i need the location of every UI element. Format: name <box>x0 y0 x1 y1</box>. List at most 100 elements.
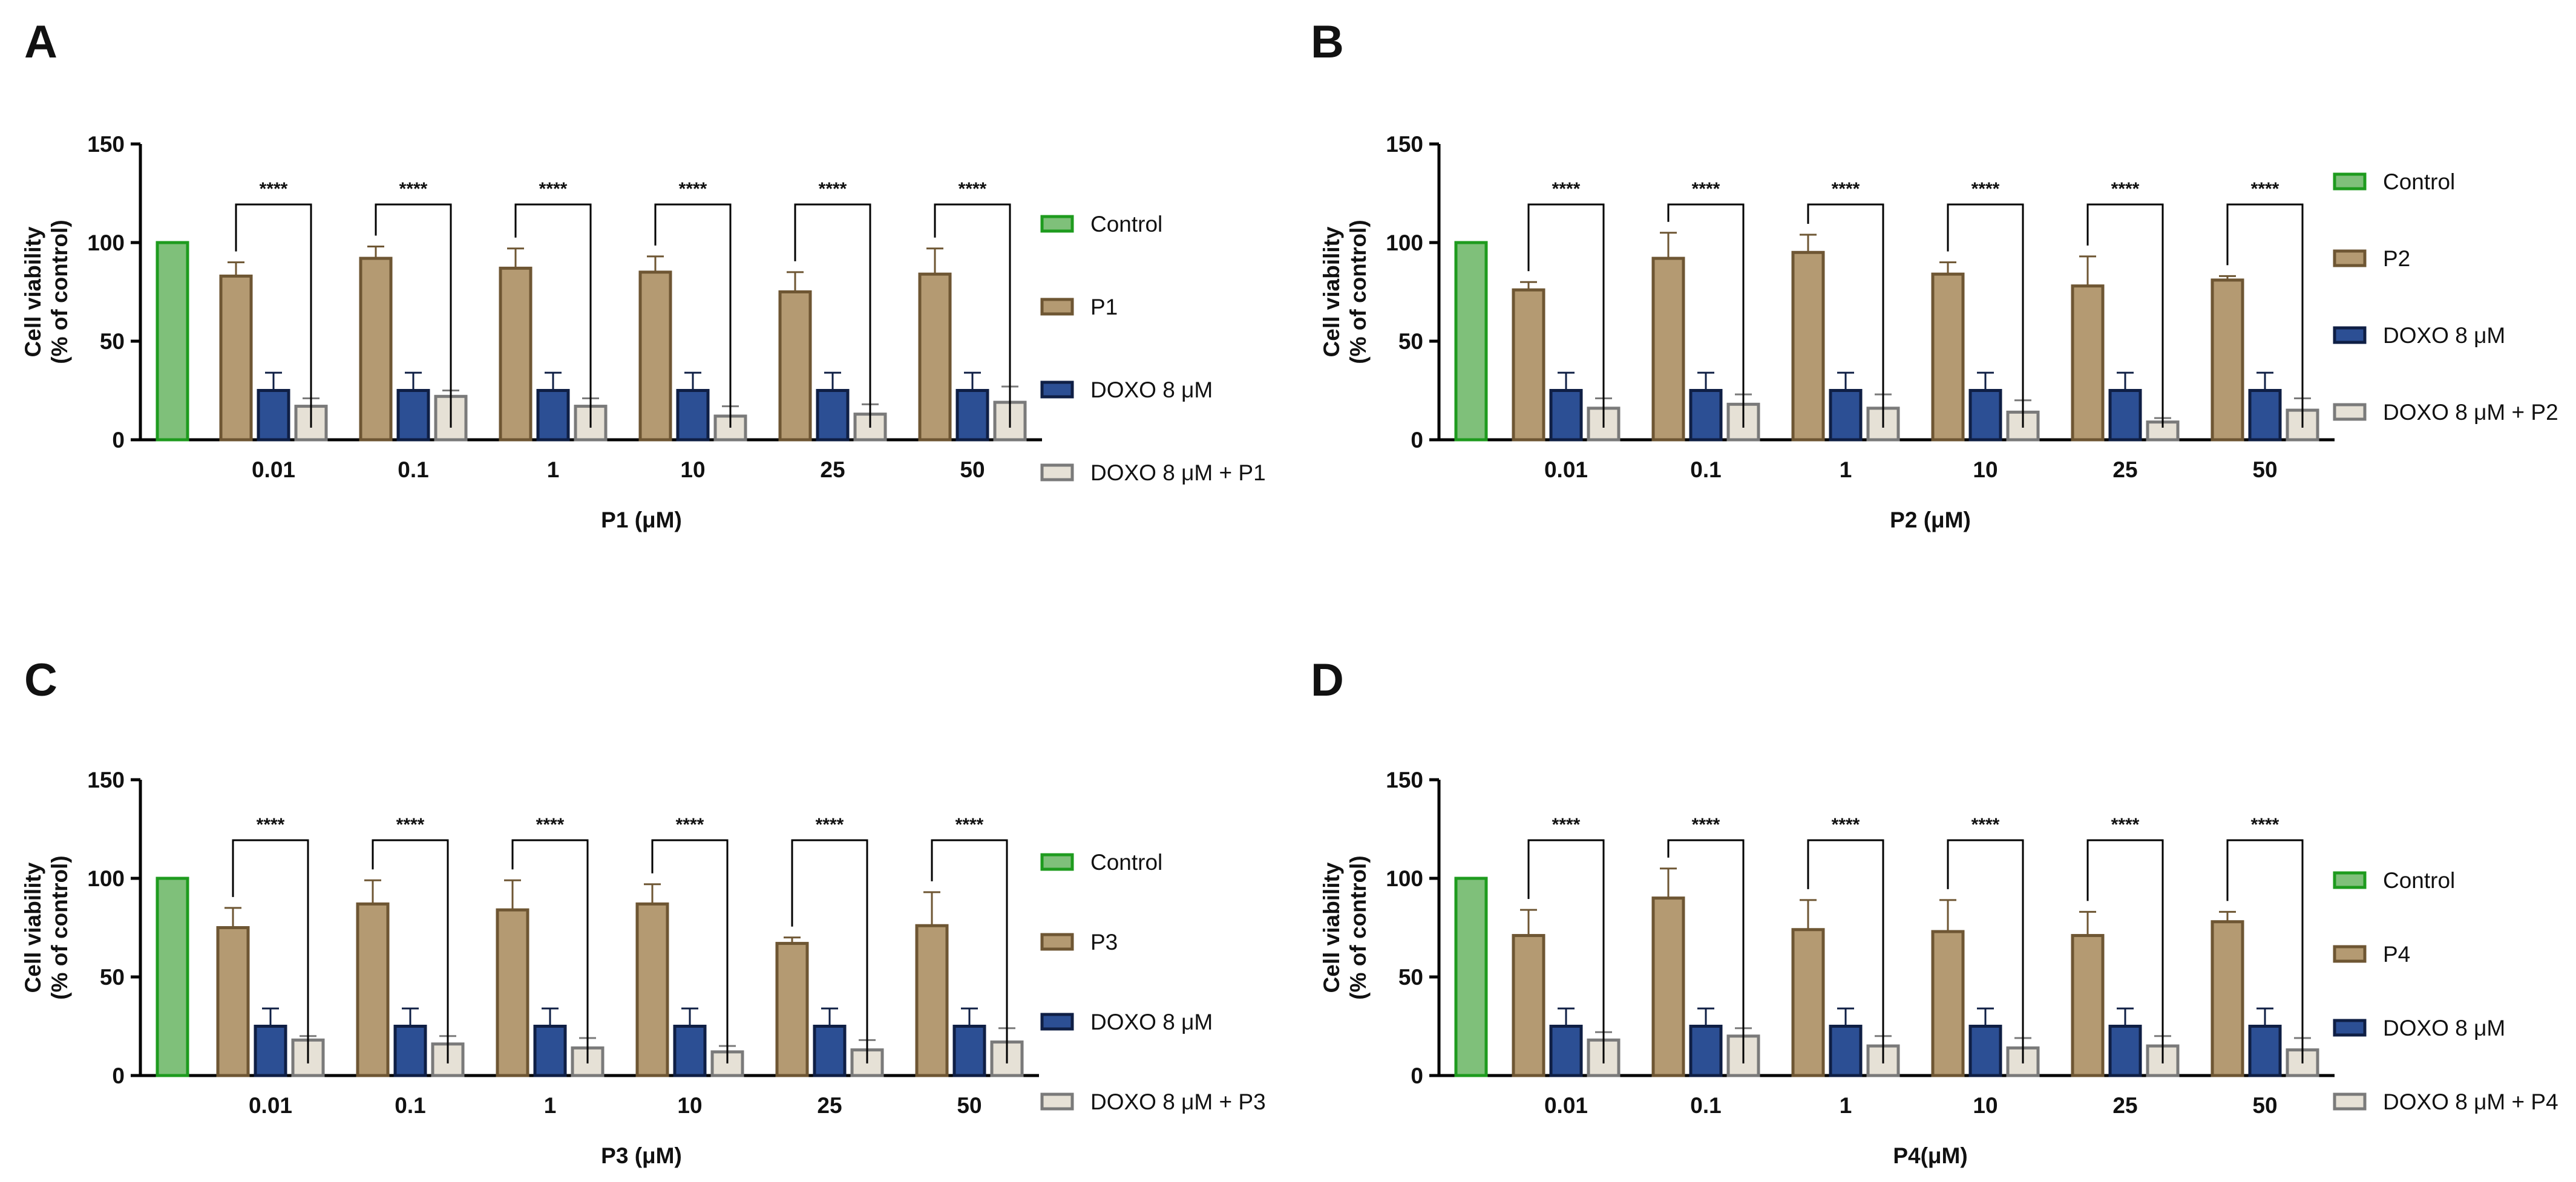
significance-label: **** <box>1971 815 2000 835</box>
bar-doxo <box>257 389 290 442</box>
bar-doxo <box>1829 389 1863 442</box>
panel-letter: C <box>24 655 57 706</box>
bar-doxo <box>676 389 710 442</box>
legend-label: DOXO 8 μM <box>1090 377 1213 402</box>
significance-bracket <box>232 839 309 1063</box>
x-tick-label: 1 <box>1840 457 1852 482</box>
bar-doxo <box>1549 389 1583 442</box>
legend-label: Control <box>2383 868 2455 893</box>
y-tick-label: 100 <box>87 230 125 255</box>
bar-compound <box>775 942 809 1077</box>
legend-swatch-compound <box>1040 933 1074 951</box>
significance-bracket <box>372 839 449 1063</box>
bar-compound <box>1931 272 1965 442</box>
y-tick-label: 0 <box>112 1063 125 1088</box>
legend-swatch-control <box>2333 871 2367 889</box>
bar-doxo <box>393 1025 427 1077</box>
legend-swatch-doxo <box>2333 326 2367 344</box>
x-tick-label: 0.1 <box>1690 457 1721 482</box>
bar-doxo <box>816 389 850 442</box>
y-tick-label: 0 <box>1411 428 1423 452</box>
significance-bracket <box>1667 839 1745 1063</box>
y-tick-label: 0 <box>1411 1063 1423 1088</box>
significance-bracket <box>1807 203 1884 428</box>
bar-compound <box>2071 934 2105 1077</box>
legend-swatch-combo <box>2333 403 2367 421</box>
legend-swatch-doxo <box>1040 1013 1074 1031</box>
bar-compound <box>2211 920 2244 1077</box>
bar-doxo <box>955 389 989 442</box>
significance-label: **** <box>2111 179 2140 199</box>
significance-label: **** <box>955 815 984 835</box>
legend-label: Control <box>1090 212 1162 237</box>
bar-compound <box>1651 256 1685 442</box>
bar-doxo <box>1549 1025 1583 1077</box>
bar-compound <box>1791 928 1825 1077</box>
x-tick-label: 0.01 <box>1544 1093 1588 1118</box>
bar-doxo <box>396 389 430 442</box>
legend-label: P3 <box>1090 930 1118 955</box>
significance-bracket <box>934 203 1011 428</box>
bar-compound <box>2071 284 2105 442</box>
x-tick-label: 25 <box>2112 1093 2137 1118</box>
significance-label: **** <box>396 815 425 835</box>
significance-label: **** <box>959 179 987 199</box>
y-tick-label: 150 <box>87 132 125 157</box>
legend-label: P1 <box>1090 295 1118 319</box>
x-tick-label: 10 <box>680 457 705 482</box>
bar-compound <box>1512 288 1545 442</box>
x-tick-label: 10 <box>1973 457 1998 482</box>
significance-bracket <box>514 203 592 428</box>
legend-swatch-combo <box>1040 1092 1074 1111</box>
x-tick-label: 25 <box>2112 457 2137 482</box>
significance-bracket <box>654 203 732 428</box>
x-tick-label: 10 <box>677 1093 702 1118</box>
legend-swatch-doxo <box>1040 380 1074 399</box>
bar-compound <box>356 902 390 1077</box>
x-tick-label: 0.01 <box>249 1093 292 1118</box>
significance-bracket <box>791 839 868 1063</box>
legend-swatch-control <box>2333 172 2367 191</box>
bar-compound <box>635 902 669 1077</box>
bar-compound <box>359 256 393 442</box>
y-tick-label: 50 <box>1398 965 1423 990</box>
significance-label: **** <box>679 179 707 199</box>
significance-bracket <box>1667 203 1745 428</box>
y-axis-label: Cell viability(% of control) <box>1319 855 1371 999</box>
significance-label: **** <box>676 815 704 835</box>
x-tick-label: 1 <box>1840 1093 1852 1118</box>
significance-label: **** <box>816 815 844 835</box>
significance-bracket <box>931 839 1008 1063</box>
bar-compound <box>778 290 812 442</box>
significance-bracket <box>651 839 729 1063</box>
bar-doxo <box>2108 1025 2142 1077</box>
x-axis-label: P4(μM) <box>1893 1143 1967 1168</box>
x-tick-label: 0.1 <box>1690 1093 1721 1118</box>
y-tick-label: 100 <box>1386 866 1423 891</box>
significance-label: **** <box>260 179 288 199</box>
x-tick-label: 50 <box>2252 457 2277 482</box>
bar-doxo <box>2248 1025 2282 1077</box>
bar-doxo <box>673 1025 707 1077</box>
significance-label: **** <box>1832 179 1860 199</box>
significance-label: **** <box>1832 815 1860 835</box>
significance-label: **** <box>399 179 428 199</box>
panel-letter: D <box>1311 655 1344 706</box>
significance-label: **** <box>1692 815 1720 835</box>
bar-control <box>156 877 189 1077</box>
bar-doxo <box>813 1025 847 1077</box>
legend-label: P2 <box>2383 246 2410 271</box>
bar-compound <box>1931 930 1965 1077</box>
significance-bracket <box>2086 203 2164 428</box>
bar-compound <box>499 266 533 442</box>
significance-bracket <box>375 203 452 428</box>
x-tick-label: 25 <box>817 1093 842 1118</box>
bar-doxo <box>1689 389 1723 442</box>
significance-label: **** <box>2111 815 2140 835</box>
x-axis-label: P2 (μM) <box>1890 508 1971 532</box>
legend-label: DOXO 8 μM + P2 <box>2383 400 2558 425</box>
y-tick-label: 150 <box>1386 768 1423 792</box>
legend-label: DOXO 8 μM <box>1090 1010 1213 1034</box>
